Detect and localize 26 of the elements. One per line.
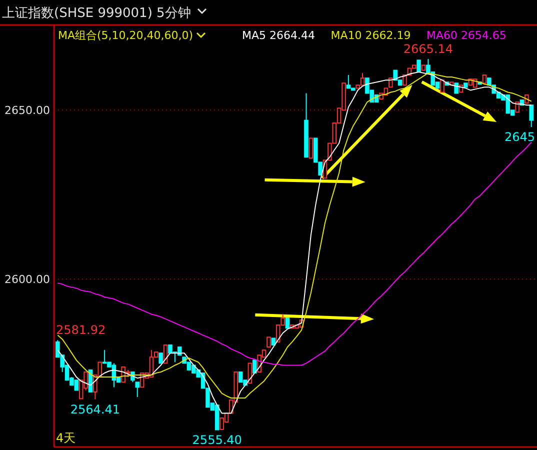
text: MA10 2662.19 [330, 29, 411, 42]
line-series [57, 142, 532, 366]
candlestick [388, 78, 393, 88]
annotation: 2581.92 [56, 323, 106, 338]
candlestick [158, 352, 163, 364]
candlestick [308, 138, 314, 159]
chart-subtitle: MA组合(5,10,20,40,60,0) [58, 29, 194, 42]
candlestick [285, 317, 290, 329]
annotation: 2555.40 [192, 432, 242, 447]
annotation: 4天 [56, 431, 76, 445]
annotation: 2665.14 [403, 42, 453, 56]
candlestick [252, 360, 257, 374]
chart-title: 上证指数(SHSE 999001) 5分钟 [2, 6, 191, 21]
candlestick [266, 336, 271, 348]
text: MA60 2654.65 [426, 29, 506, 42]
candlestick [163, 344, 168, 364]
candlestick [135, 382, 140, 398]
candlestick [248, 362, 252, 384]
candlestick [440, 80, 444, 93]
y-tick-label: 2650.00 [4, 104, 50, 118]
annotation: 2645 [504, 130, 535, 144]
candlestick [529, 104, 534, 128]
candlestick [515, 102, 520, 113]
annotation: 2564.41 [70, 402, 120, 416]
y-tick-label: 2600.00 [4, 273, 50, 286]
text: MA5 2664.44 [242, 29, 315, 42]
